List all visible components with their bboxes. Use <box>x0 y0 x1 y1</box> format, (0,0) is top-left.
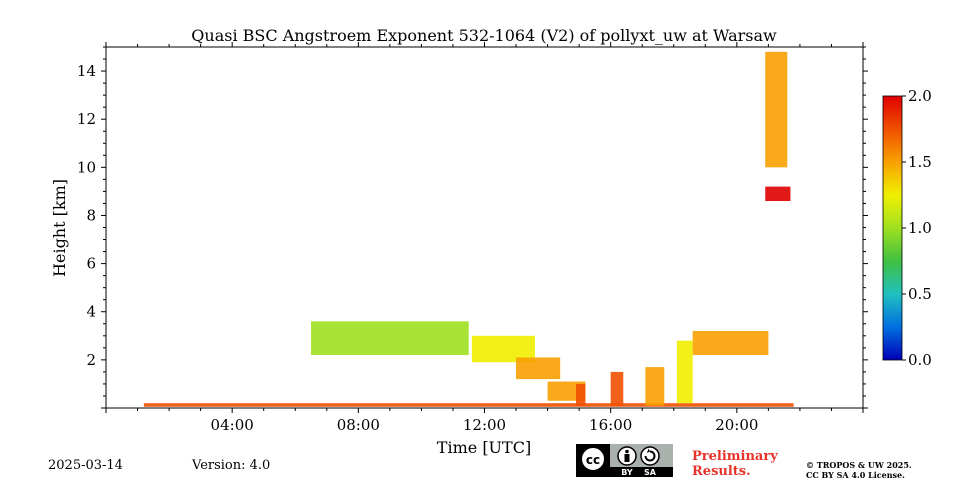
heatmap-region-11 <box>311 321 469 356</box>
colorbar-ticks: 0.0 0.5 1.0 1.5 2.0 <box>902 87 932 369</box>
svg-text:cc: cc <box>586 453 600 467</box>
by-icon <box>617 446 637 466</box>
heatmap-region-6 <box>645 367 665 406</box>
colorbar-tick-label-2.0: 2.0 <box>908 87 932 105</box>
copyright-notice: © TROPOS & UW 2025. CC BY SA 4.0 License… <box>806 460 912 480</box>
footer-version: Version: 4.0 <box>192 458 271 473</box>
heatmap-region-10 <box>765 51 788 168</box>
x-tick-label-08:00: 08:00 <box>337 416 380 434</box>
y-tick-label-8: 8 <box>86 206 96 224</box>
cc-icon: cc <box>580 446 606 472</box>
preliminary-line-1: Preliminary <box>692 449 778 464</box>
x-tick-label-16:00: 16:00 <box>589 416 632 434</box>
heatmap-layer <box>143 51 794 407</box>
heatmap-region-4 <box>575 383 586 406</box>
badge-by-label: BY <box>621 468 633 477</box>
footer-date: 2025-03-14 <box>48 458 123 473</box>
y-tick-label-12: 12 <box>77 110 96 128</box>
cc-license-badge[interactable]: cc BY SA <box>576 444 673 477</box>
y-tick-label-10: 10 <box>77 158 96 176</box>
heatmap-region-2 <box>516 357 561 380</box>
y-tick-label-2: 2 <box>86 351 96 369</box>
y-axis-label: Height [km] <box>50 179 69 277</box>
copyright-line-1: © TROPOS & UW 2025. <box>806 460 912 470</box>
colorbar-tick-label-1.0: 1.0 <box>908 219 932 237</box>
x-tick-label-04:00: 04:00 <box>211 416 254 434</box>
x-axis-label: Time [UTC] <box>437 438 531 457</box>
y-tick-label-6: 6 <box>86 255 96 273</box>
colorbar-tick-label-0.5: 0.5 <box>908 285 932 303</box>
y-tick-label-4: 4 <box>86 303 96 321</box>
axis-ticks: 04:00 08:00 12:00 16:00 20:00 2 4 6 8 10 12 14 <box>77 42 868 434</box>
sa-icon <box>640 446 660 466</box>
copyright-line-2: CC BY SA 4.0 License. <box>806 470 905 480</box>
y-tick-label-14: 14 <box>77 62 96 80</box>
heatmap-region-9 <box>765 186 791 202</box>
preliminary-line-2: Results. <box>692 464 751 479</box>
heatmap-region-0 <box>143 403 794 407</box>
heatmap-region-8 <box>692 330 769 356</box>
x-tick-label-20:00: 20:00 <box>715 416 758 434</box>
colorbar-tick-label-1.5: 1.5 <box>908 153 932 171</box>
preliminary-results-label: Preliminary Results. <box>692 449 778 479</box>
x-tick-label-12:00: 12:00 <box>463 416 506 434</box>
heatmap-region-7 <box>676 340 693 404</box>
badge-sa-label: SA <box>644 468 657 477</box>
heatmap-region-5 <box>610 371 624 406</box>
colorbar-tick-label-0.0: 0.0 <box>908 351 932 369</box>
colorbar <box>882 95 903 361</box>
chart-title: Quasi BSC Angstroem Exponent 532-1064 (V… <box>191 26 777 45</box>
